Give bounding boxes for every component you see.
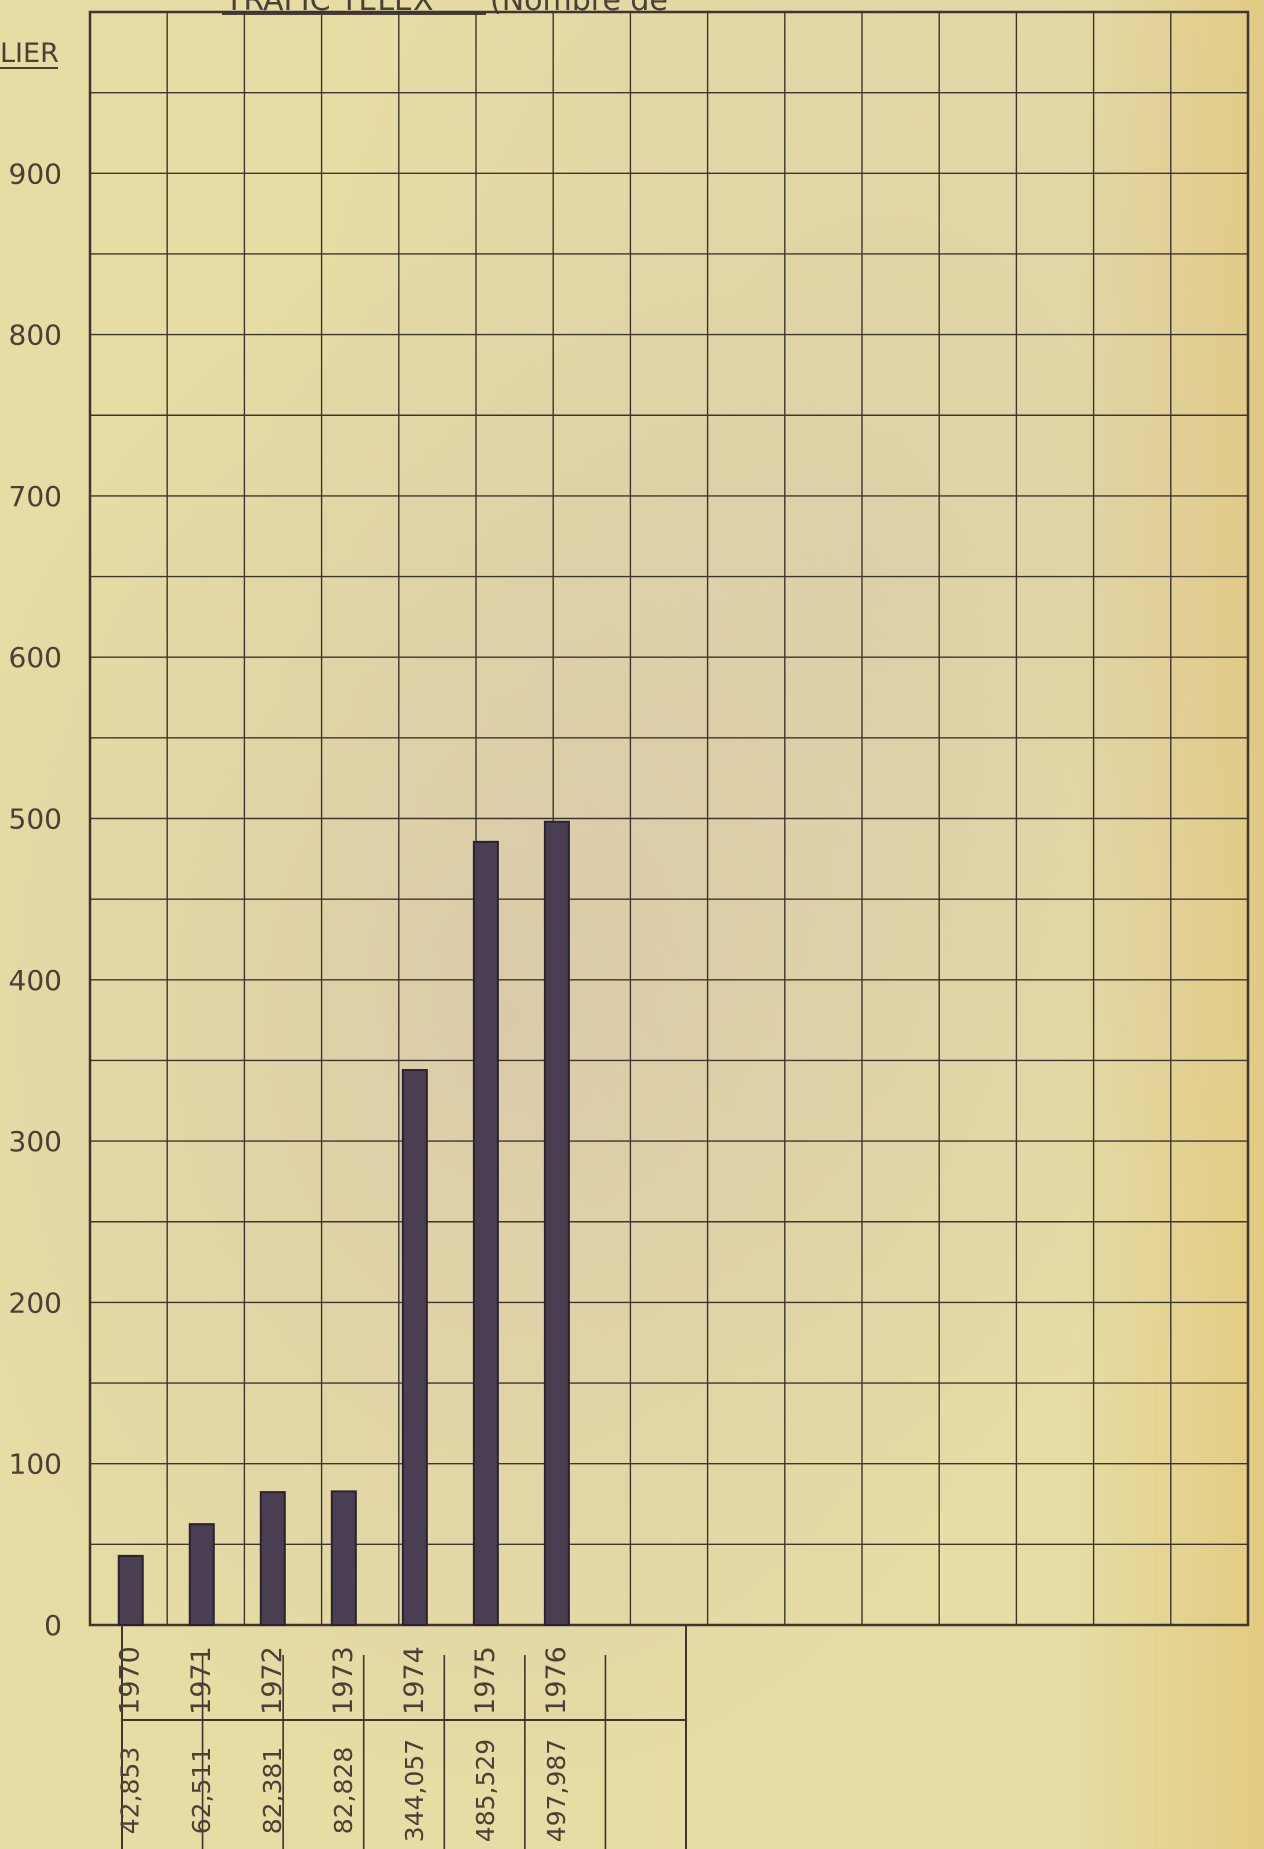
bar <box>472 840 499 1626</box>
x-tick-label: 1971 <box>186 1646 217 1715</box>
y-tick-label: 300 <box>9 1125 62 1158</box>
value-label: 344,057 <box>400 1739 429 1842</box>
chart-grid <box>88 10 1250 1627</box>
bar <box>259 1491 286 1627</box>
unit-label: LIER <box>0 38 59 69</box>
chart-title-rest: (Nombre de <box>490 0 668 18</box>
y-tick-label: 200 <box>9 1286 62 1319</box>
x-tick-label: 1972 <box>257 1646 288 1715</box>
value-label: 485,529 <box>471 1739 500 1842</box>
value-label: 62,511 <box>187 1747 216 1834</box>
x-tick-label: 1975 <box>470 1646 501 1715</box>
y-tick-label: 600 <box>9 641 62 674</box>
data-table: 1970 42,853 1971 62,511 1972 82,381 1973 82,828… <box>115 1625 687 1849</box>
chart-title: TRAFIC TELEX <box>224 0 434 18</box>
bar <box>543 820 570 1626</box>
x-tick-label: 1970 <box>115 1646 146 1715</box>
bar <box>401 1069 428 1626</box>
x-tick-label: 1974 <box>399 1646 430 1715</box>
value-label: 82,381 <box>258 1747 287 1834</box>
bar <box>117 1554 144 1626</box>
value-label: 82,828 <box>329 1747 358 1834</box>
y-tick-label: 900 <box>9 157 62 190</box>
bar <box>330 1490 357 1626</box>
y-tick-label: 800 <box>9 319 62 352</box>
y-tick-label: 400 <box>9 964 62 997</box>
bar <box>188 1523 215 1627</box>
y-axis: 0 100 200 300 400 500 600 700 800 900 <box>9 157 62 1642</box>
y-tick-label: 500 <box>9 803 62 836</box>
y-tick-label: 100 <box>9 1448 62 1481</box>
y-tick-label: 700 <box>9 480 62 513</box>
bar-series <box>117 820 570 1627</box>
y-tick-label: 0 <box>44 1609 62 1642</box>
value-label: 42,853 <box>116 1747 145 1834</box>
value-label: 497,987 <box>542 1739 571 1842</box>
x-tick-label: 1976 <box>541 1646 572 1715</box>
x-tick-label: 1973 <box>328 1646 359 1715</box>
